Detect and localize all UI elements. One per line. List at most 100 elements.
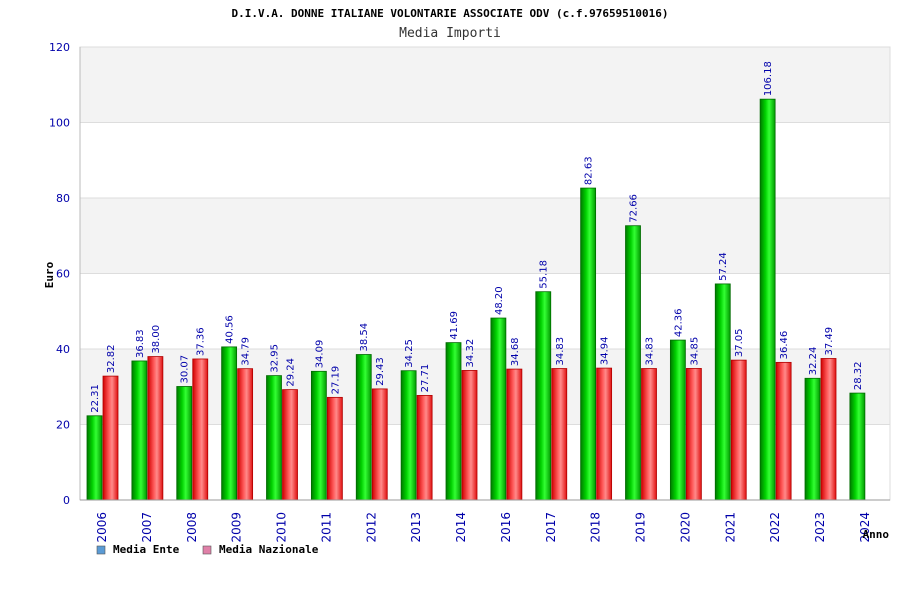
y-tick-label: 120 xyxy=(49,41,70,54)
x-tick-label: 2013 xyxy=(409,512,423,543)
x-axis: 2006 2007 2008 2009 2010 2011 2012 2013 2014 2016… xyxy=(80,499,890,543)
bar-media-ente xyxy=(759,98,776,501)
legend-swatch xyxy=(96,545,106,555)
x-tick-label: 2020 xyxy=(678,512,692,543)
x-tick-label: 2012 xyxy=(364,512,378,543)
chart-title: D.I.V.A. DONNE ITALIANE VOLONTARIE ASSOC… xyxy=(231,7,668,20)
data-label: 34.79 xyxy=(241,337,252,366)
x-axis-label: Anno xyxy=(863,528,890,541)
bar-media-nazionale xyxy=(192,358,209,501)
plot-background xyxy=(79,46,891,501)
bar-media-nazionale xyxy=(326,396,343,501)
data-label: 41.69 xyxy=(449,311,460,340)
data-label: 29.43 xyxy=(375,357,386,386)
background-band xyxy=(80,47,890,123)
data-label: 37.49 xyxy=(824,327,835,356)
data-label: 29.24 xyxy=(286,358,297,387)
background-band xyxy=(80,122,890,198)
data-label: 34.94 xyxy=(600,336,611,365)
data-label: 30.07 xyxy=(180,355,191,384)
y-tick-label: 100 xyxy=(49,117,70,130)
background-band xyxy=(80,349,890,425)
x-tick-label: 2009 xyxy=(230,512,244,543)
bar-media-ente xyxy=(176,386,193,501)
bar-media-ente xyxy=(266,375,282,501)
data-label: 40.56 xyxy=(225,315,236,344)
x-tick-label: 2006 xyxy=(95,512,109,543)
data-label: 34.83 xyxy=(555,337,566,366)
chart-subtitle: Media Importi xyxy=(399,26,501,41)
bar-media-nazionale xyxy=(641,368,657,501)
data-label: 82.63 xyxy=(584,156,595,185)
data-label: 32.82 xyxy=(106,344,117,373)
bar-media-ente xyxy=(669,339,686,501)
bar-media-nazionale xyxy=(237,368,254,501)
legend-label: Media Nazionale xyxy=(219,543,319,556)
data-label: 34.25 xyxy=(404,339,415,368)
data-label: 28.32 xyxy=(853,361,864,390)
x-tick-label: 2023 xyxy=(813,512,827,543)
background-band xyxy=(80,424,890,500)
x-tick-label: 2007 xyxy=(140,512,154,543)
data-label: 37.05 xyxy=(734,328,745,357)
data-label: 36.83 xyxy=(135,329,146,358)
bar-media-nazionale xyxy=(102,375,119,501)
bar-media-nazionale xyxy=(371,388,388,501)
background-band xyxy=(80,198,890,274)
x-tick-label: 2021 xyxy=(723,512,737,543)
bar-media-nazionale xyxy=(775,361,792,501)
bar-media-ente xyxy=(131,360,148,501)
x-tick-label: 2017 xyxy=(544,512,558,543)
bar-media-nazionale xyxy=(596,367,613,501)
bar-media-ente xyxy=(86,415,103,501)
bar-media-ente xyxy=(625,225,641,501)
bar-media-ente xyxy=(535,291,552,501)
x-tick-label: 2019 xyxy=(634,512,648,543)
bar-media-nazionale xyxy=(282,389,298,501)
bar-media-ente xyxy=(490,317,507,501)
x-tick-label: 2008 xyxy=(185,512,199,543)
y-tick-label: 20 xyxy=(56,419,70,432)
bar-media-ente xyxy=(310,370,327,501)
data-label: 72.66 xyxy=(629,194,640,223)
bar-media-ente xyxy=(714,283,731,501)
y-tick-label: 40 xyxy=(56,343,70,356)
data-label: 106.18 xyxy=(763,61,774,96)
data-label: 38.00 xyxy=(151,325,162,354)
data-label: 27.19 xyxy=(330,366,341,395)
data-label: 55.18 xyxy=(539,260,550,289)
data-label: 36.46 xyxy=(779,331,790,360)
bar-media-ente xyxy=(221,346,238,501)
data-label: 34.68 xyxy=(510,337,521,366)
bar-media-nazionale xyxy=(416,394,433,501)
y-tick-label: 80 xyxy=(56,192,70,205)
x-tick-label: 2022 xyxy=(768,512,782,543)
data-label: 34.83 xyxy=(645,337,656,366)
legend: Media Ente Media Nazionale xyxy=(96,543,319,556)
y-tick-label: 0 xyxy=(63,494,70,507)
x-tick-label: 2018 xyxy=(589,512,603,543)
bar-media-nazionale xyxy=(820,358,837,501)
data-label: 42.36 xyxy=(673,308,684,337)
x-tick-label: 2011 xyxy=(319,512,333,543)
data-label: 34.85 xyxy=(689,337,700,366)
x-tick-label: 2014 xyxy=(454,512,468,543)
bar-media-nazionale xyxy=(461,370,478,501)
legend-label: Media Ente xyxy=(113,543,180,556)
bar-media-ente xyxy=(355,354,372,501)
y-axis-label: Euro xyxy=(43,261,56,288)
data-label: 34.32 xyxy=(465,339,476,368)
bar-media-nazionale xyxy=(730,359,747,501)
bar-media-nazionale xyxy=(551,368,568,501)
data-label: 32.24 xyxy=(808,347,819,376)
data-label: 34.09 xyxy=(314,340,325,369)
y-axis: 0 20 40 60 80 100 120 xyxy=(49,41,81,507)
x-tick-label: 2016 xyxy=(499,512,513,543)
bars xyxy=(86,98,866,501)
data-label: 32.95 xyxy=(270,344,281,373)
bar-media-ente xyxy=(580,187,597,501)
x-tick-label: 2024 xyxy=(858,512,872,543)
bar-media-ente xyxy=(849,392,866,501)
data-label: 38.54 xyxy=(359,323,370,352)
